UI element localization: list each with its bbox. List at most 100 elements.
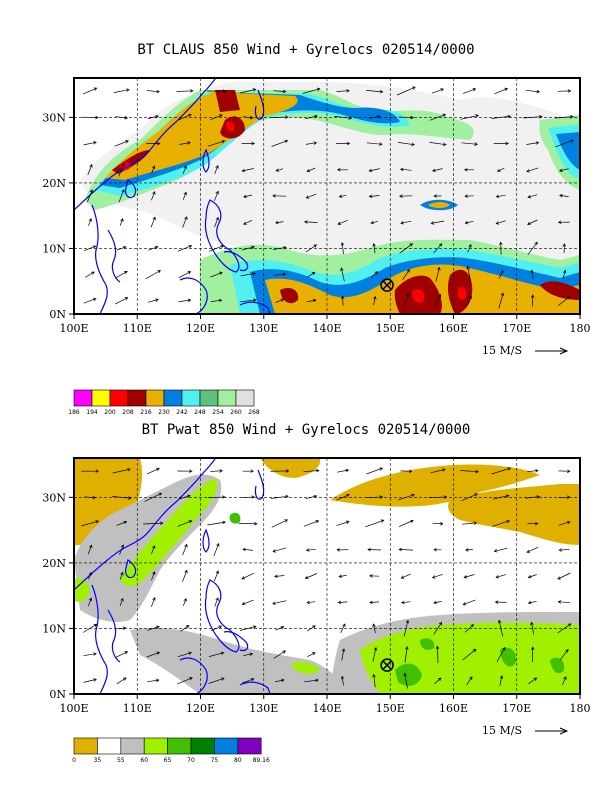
wind-vector (399, 243, 414, 254)
wind-vector (151, 545, 156, 554)
wind-vector (305, 141, 318, 145)
wind-vector (336, 520, 350, 526)
x-tick-label: 110E (123, 322, 152, 335)
wind-vector (466, 295, 473, 307)
wind-vector (83, 297, 97, 304)
storm-cross (382, 660, 392, 670)
colorbar-label: 216 (140, 409, 152, 416)
x-tick-label: 160E (439, 322, 468, 335)
wind-vector (338, 574, 347, 578)
wind-vector (338, 194, 347, 198)
wind-vector (372, 623, 376, 633)
wind-vector (114, 140, 129, 147)
wind-vector (146, 625, 160, 631)
wind-vector (498, 292, 505, 309)
wind-vector (274, 574, 285, 578)
wind-vector (143, 521, 164, 525)
wind-vector (340, 241, 345, 255)
x-tick-label: 160E (439, 702, 468, 715)
wind-vector (396, 86, 416, 96)
wind-vector (272, 547, 287, 553)
chart-title-1: BT CLAUS 850 Wind + Gyrelocs 020514/0000 (137, 42, 475, 58)
wind-vector (177, 244, 193, 252)
wind-vector (179, 494, 191, 500)
wind-vector (433, 547, 442, 552)
wind-vector (242, 115, 254, 120)
wind-vector (461, 493, 478, 502)
wind-vector (240, 272, 256, 277)
wind-vector (336, 167, 348, 172)
wind-vector (494, 600, 507, 604)
wind-vector (526, 546, 539, 553)
colorbar-swatch (91, 389, 111, 407)
wind-vector (530, 294, 535, 307)
wind-vector (499, 675, 504, 686)
wind-vector (336, 493, 350, 501)
wind-vector (464, 548, 473, 552)
wind-vector (463, 168, 474, 172)
pwat-colorbar: 0 35 55 60 65 70 75 80 89.16 (72, 737, 270, 764)
wind-vector (305, 548, 316, 552)
wind-vector (496, 646, 506, 662)
wind-vector (182, 191, 187, 200)
x-tick-label: 180 (570, 322, 591, 335)
wind-vector (242, 469, 254, 473)
wind-vector (146, 141, 161, 146)
wind-vector (210, 114, 223, 120)
wind-vector (305, 193, 317, 199)
wind-vector (210, 469, 223, 473)
wind-vector (334, 116, 353, 120)
wind-vector (404, 646, 409, 663)
wind-vector (213, 542, 220, 557)
wind-vector (462, 648, 477, 661)
wind-vector (115, 116, 129, 120)
colorbar-label: 208 (122, 409, 134, 416)
wind-vector (273, 272, 287, 276)
wind-vector (372, 646, 378, 662)
wind-vector (460, 114, 480, 120)
wind-vector (430, 220, 445, 225)
wind-vector (241, 141, 256, 146)
wind-vector (177, 677, 193, 685)
wind-vector (555, 139, 574, 148)
wind-vector (337, 600, 348, 605)
wind-vector (402, 292, 410, 309)
wind-vector (462, 88, 477, 94)
wind-vector (116, 520, 128, 526)
wind-vector (210, 271, 223, 278)
wind-vector (370, 271, 379, 278)
claus-axis-ticks: 100E 110E 120E 130E 140E 150E 160E 170E 180 0N 10N… (42, 111, 590, 335)
y-tick-label: 0N (49, 688, 66, 701)
wind-vector (243, 652, 254, 656)
wind-vector (176, 89, 194, 93)
wind-vector (151, 165, 156, 174)
y-tick-label: 20N (42, 177, 66, 190)
wind-vector (462, 521, 478, 525)
wind-vector (525, 89, 541, 94)
pwat-coastlines (74, 458, 271, 694)
colorbar-swatch (120, 737, 145, 755)
claus-colorbar: 186 194 200 208 216 230 242 248 254 260 268 (68, 389, 260, 416)
claus-wind-vectors (81, 86, 574, 309)
wind-vector (306, 625, 316, 632)
wind-vector (83, 245, 97, 252)
wind-vector (241, 495, 256, 499)
x-tick-label: 120E (186, 322, 215, 335)
wind-vector (403, 619, 410, 637)
pwat-shading (74, 458, 580, 694)
wind-vector (525, 495, 541, 499)
wind-vector (242, 547, 253, 552)
wind-vector (530, 269, 534, 280)
colorbar-swatch (109, 389, 129, 407)
wind-vector (493, 547, 508, 553)
wind-vector (307, 652, 316, 658)
wind-vector (271, 139, 289, 147)
wind-vector (112, 468, 131, 474)
wind-vector (214, 570, 219, 582)
storm-cross (382, 280, 392, 290)
x-tick-label: 130E (249, 322, 278, 335)
claus-shading (80, 82, 580, 314)
wind-vector (182, 216, 188, 228)
wind-vector (467, 243, 472, 253)
wind-vector (369, 600, 380, 605)
